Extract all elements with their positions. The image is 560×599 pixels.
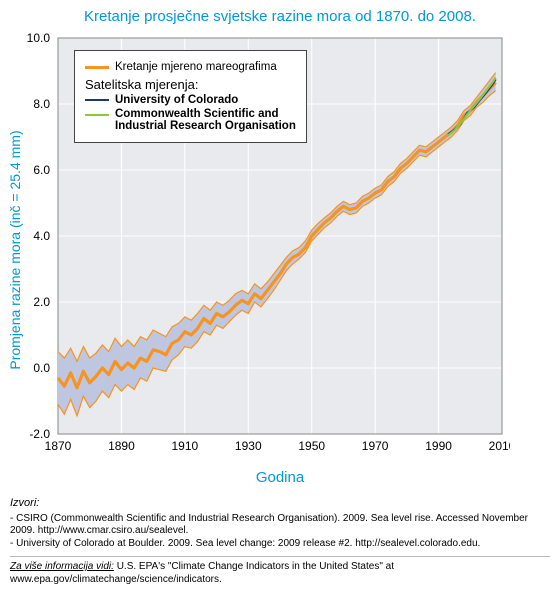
sources-line-2: - University of Colorado at Boulder. 200… — [10, 538, 550, 551]
legend-swatch-csiro — [85, 114, 109, 116]
legend-label-colorado: University of Colorado — [115, 94, 238, 106]
svg-text:0.0: 0.0 — [33, 361, 50, 375]
more-info-block: Za više informacija vidi: U.S. EPA's "Cl… — [10, 556, 550, 586]
title-text: Kretanje prosječne svjetske razine mora … — [84, 8, 476, 25]
chart-title: Kretanje prosječne svjetske razine mora … — [10, 8, 550, 26]
svg-text:8.0: 8.0 — [33, 97, 50, 111]
legend-item-mareograph: Kretanje mjereno mareografima — [85, 61, 296, 73]
sources-line-1: - CSIRO (Commonwealth Scientific and Ind… — [10, 513, 550, 538]
figure-container: Kretanje prosječne svjetske razine mora … — [0, 0, 560, 596]
svg-text:10.0: 10.0 — [27, 32, 51, 45]
svg-text:1910: 1910 — [172, 439, 199, 453]
more-info-label: Za više informacija vidi: — [10, 561, 114, 572]
sources-block: Izvori: - CSIRO (Commonwealth Scientific… — [10, 497, 550, 550]
legend: Kretanje mjereno mareografima Satelitska… — [74, 50, 307, 143]
svg-text:1950: 1950 — [298, 439, 325, 453]
svg-text:1930: 1930 — [235, 439, 262, 453]
legend-swatch-colorado — [85, 99, 109, 101]
svg-text:1870: 1870 — [45, 439, 72, 453]
svg-text:1990: 1990 — [425, 439, 452, 453]
y-axis-label: Promjena razine mora (inč = 25.4 mm) — [7, 130, 25, 369]
svg-text:1970: 1970 — [362, 439, 389, 453]
sources-header: Izvori: — [10, 497, 550, 511]
svg-text:2.0: 2.0 — [33, 295, 50, 309]
svg-text:-2.0: -2.0 — [29, 427, 50, 441]
xlabel-text: Godina — [256, 469, 304, 486]
legend-label-mareograph: Kretanje mjereno mareografima — [115, 61, 277, 73]
x-axis-label: Godina — [10, 469, 550, 487]
svg-text:4.0: 4.0 — [33, 229, 50, 243]
svg-text:2010: 2010 — [489, 439, 510, 453]
legend-swatch-mareograph — [85, 66, 109, 69]
legend-label-csiro: Commonwealth Scientific and Industrial R… — [115, 108, 296, 132]
svg-text:6.0: 6.0 — [33, 163, 50, 177]
legend-item-colorado: University of Colorado — [85, 94, 296, 106]
legend-heading-satellites: Satelitska mjerenja: — [85, 77, 296, 92]
ylabel-text: Promjena razine mora (inč = 25.4 mm) — [7, 130, 23, 369]
svg-text:1890: 1890 — [108, 439, 135, 453]
legend-item-csiro: Commonwealth Scientific and Industrial R… — [85, 108, 296, 132]
chart-area: Promjena razine mora (inč = 25.4 mm) 187… — [10, 32, 550, 467]
